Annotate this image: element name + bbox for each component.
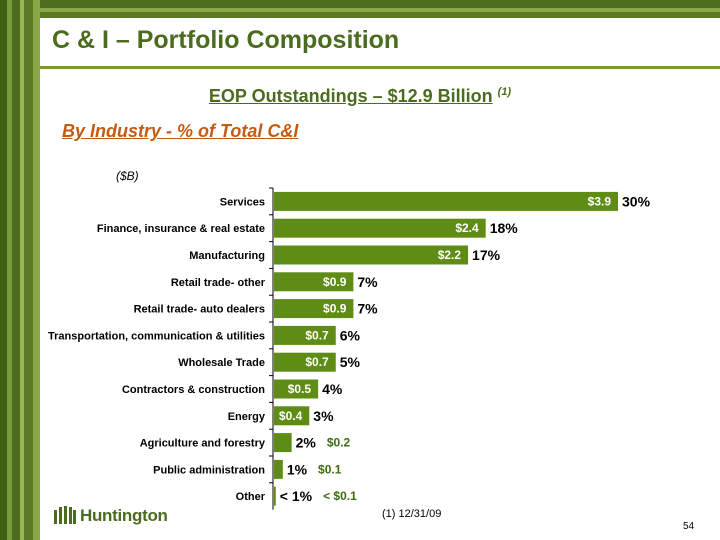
bar bbox=[274, 191, 618, 211]
value-label: $0.4 bbox=[279, 409, 303, 423]
percent-label: 5% bbox=[340, 354, 361, 370]
percent-label: 6% bbox=[340, 327, 361, 343]
percent-label: 17% bbox=[472, 247, 501, 263]
bar bbox=[274, 245, 469, 265]
category-label: Wholesale Trade bbox=[178, 357, 265, 369]
category-label: Public administration bbox=[153, 464, 265, 476]
huntington-logo: Huntington bbox=[54, 506, 168, 526]
value-label: $0.9 bbox=[323, 275, 347, 289]
section-heading: By Industry - % of Total C&I bbox=[62, 121, 299, 141]
category-label: Retail trade- auto dealers bbox=[134, 304, 265, 316]
title-divider bbox=[40, 66, 720, 69]
category-label: Other bbox=[236, 491, 266, 503]
bar bbox=[274, 272, 354, 292]
percent-label: 4% bbox=[322, 381, 343, 397]
value-label: $3.9 bbox=[588, 194, 612, 208]
value-label: $2.2 bbox=[438, 248, 462, 262]
category-label: Retail trade- other bbox=[171, 277, 266, 289]
bar bbox=[274, 325, 336, 345]
percent-label: 7% bbox=[357, 274, 378, 290]
top-stripe-decoration bbox=[40, 0, 720, 18]
category-label: Agriculture and forestry bbox=[140, 438, 266, 450]
value-label: $0.1 bbox=[318, 462, 342, 476]
percent-label: 30% bbox=[622, 193, 651, 209]
value-label: < $0.1 bbox=[323, 489, 357, 503]
footnote: (1) 12/31/09 bbox=[382, 508, 442, 520]
value-label: $0.5 bbox=[288, 382, 312, 396]
category-label: Contractors & construction bbox=[122, 384, 265, 396]
category-label: Transportation, communication & utilitie… bbox=[48, 330, 265, 342]
percent-label: 2% bbox=[296, 435, 317, 451]
category-label: Energy bbox=[228, 411, 266, 423]
value-label: $0.2 bbox=[327, 436, 351, 450]
bar bbox=[274, 459, 283, 479]
subtitle-text: EOP Outstandings – $12.9 Billion bbox=[208, 86, 493, 106]
bar bbox=[274, 486, 276, 506]
category-label: Manufacturing bbox=[189, 250, 265, 262]
bar bbox=[274, 352, 336, 372]
percent-label: 3% bbox=[313, 408, 334, 424]
percent-label: 7% bbox=[357, 301, 378, 317]
category-label: Finance, insurance & real estate bbox=[97, 223, 265, 235]
bar bbox=[274, 218, 486, 238]
bar bbox=[274, 299, 354, 319]
page-title: C & I – Portfolio Composition bbox=[52, 26, 400, 54]
bar bbox=[274, 379, 319, 399]
page-number: 54 bbox=[683, 521, 695, 532]
huntington-logo-icon bbox=[54, 506, 76, 524]
subtitle-footnote-marker: (1) bbox=[497, 86, 512, 98]
value-label: $0.7 bbox=[305, 328, 329, 342]
chart-subtitle: EOP Outstandings – $12.9 Billion (1) bbox=[0, 86, 720, 107]
value-label: $2.4 bbox=[455, 221, 479, 235]
value-label: $0.9 bbox=[323, 302, 347, 316]
logo-wordmark: Huntington bbox=[80, 506, 168, 525]
percent-label: 18% bbox=[490, 220, 519, 236]
category-label: Services bbox=[220, 196, 265, 208]
bar bbox=[274, 433, 292, 453]
bar bbox=[274, 406, 310, 426]
left-stripe-decoration bbox=[0, 0, 40, 540]
percent-label: 1% bbox=[287, 461, 308, 477]
unit-label: ($B) bbox=[116, 169, 139, 183]
percent-label: < 1% bbox=[280, 488, 313, 504]
value-label: $0.7 bbox=[305, 355, 329, 369]
